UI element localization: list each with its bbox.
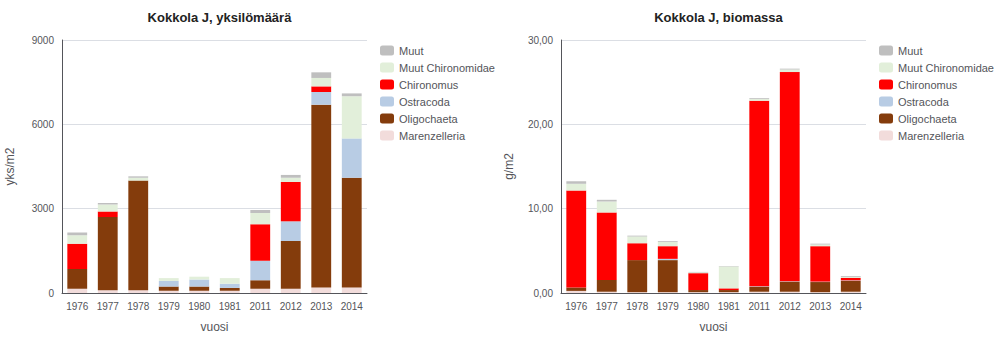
svg-text:1977: 1977 [596,301,619,312]
svg-text:yks/m2: yks/m2 [3,147,17,185]
svg-text:2013: 2013 [809,301,832,312]
svg-text:1979: 1979 [158,301,181,312]
svg-text:10,00: 10,00 [528,203,553,214]
svg-text:2013: 2013 [310,301,333,312]
svg-text:Kokkola J, yksilömäärä: Kokkola J, yksilömäärä [148,10,293,25]
svg-text:2012: 2012 [280,301,303,312]
svg-text:0: 0 [48,288,54,299]
svg-text:3000: 3000 [32,203,55,214]
svg-text:2014: 2014 [840,301,863,312]
svg-text:Chironomus: Chironomus [898,79,958,91]
svg-text:Muut: Muut [399,45,423,57]
svg-text:1978: 1978 [127,301,150,312]
svg-text:Marenzelleria: Marenzelleria [898,130,965,142]
svg-text:0,00: 0,00 [534,288,554,299]
svg-text:1980: 1980 [188,301,211,312]
svg-text:Kokkola J, biomassa: Kokkola J, biomassa [654,10,783,25]
svg-text:Muut Chironomidae: Muut Chironomidae [399,62,495,74]
svg-text:Marenzelleria: Marenzelleria [399,130,466,142]
svg-text:Muut Chironomidae: Muut Chironomidae [898,62,994,74]
svg-text:1976: 1976 [66,301,89,312]
svg-text:Chironomus: Chironomus [399,79,459,91]
svg-text:vuosi: vuosi [699,320,727,334]
svg-text:Oligochaeta: Oligochaeta [399,113,459,125]
svg-text:1976: 1976 [565,301,588,312]
svg-text:Ostracoda: Ostracoda [898,96,950,108]
svg-text:1977: 1977 [97,301,120,312]
svg-text:2011: 2011 [249,301,271,312]
svg-text:30,00: 30,00 [528,35,553,46]
svg-text:20,00: 20,00 [528,119,553,130]
svg-text:1981: 1981 [219,301,242,312]
svg-text:2012: 2012 [779,301,802,312]
svg-text:vuosi: vuosi [200,320,228,334]
svg-text:Oligochaeta: Oligochaeta [898,113,958,125]
svg-text:6000: 6000 [32,119,55,130]
svg-text:1978: 1978 [626,301,649,312]
svg-text:Ostracoda: Ostracoda [399,96,451,108]
svg-text:2014: 2014 [341,301,364,312]
svg-text:2011: 2011 [748,301,770,312]
svg-text:g/m2: g/m2 [502,153,516,180]
svg-text:1980: 1980 [687,301,710,312]
svg-text:1979: 1979 [657,301,680,312]
svg-text:1981: 1981 [718,301,741,312]
svg-text:Muut: Muut [898,45,922,57]
svg-text:9000: 9000 [32,35,55,46]
